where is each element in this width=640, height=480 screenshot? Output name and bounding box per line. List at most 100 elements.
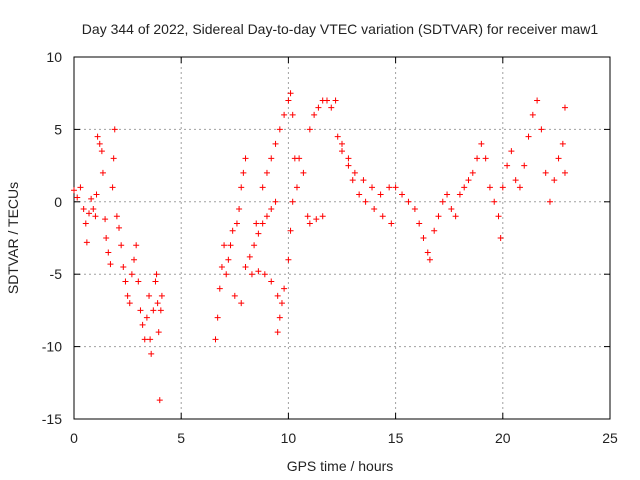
data-point [439,198,446,205]
data-point [251,242,258,249]
y-tick-label: 10 [46,49,62,65]
data-point [238,184,245,191]
data-point [126,300,133,307]
data-point [71,187,77,194]
data-point [248,271,255,278]
data-point [83,239,90,246]
data-point [218,263,225,270]
data-point [311,111,318,118]
data-point [92,213,99,220]
data-point [512,177,519,184]
data-point [278,300,285,307]
x-tick-label: 15 [388,430,404,446]
data-point [508,148,515,155]
data-point [139,321,146,328]
data-point [478,140,485,147]
data-point [559,140,566,147]
data-point [465,177,472,184]
x-tick-label: 5 [177,430,185,446]
data-point [231,292,238,299]
data-point [236,206,243,213]
data-point [495,213,502,220]
data-point [420,235,427,241]
data-point [86,210,93,217]
data-point [242,155,249,162]
data-point [113,213,120,220]
data-point [542,169,549,176]
data-point [146,292,153,299]
data-point [486,184,493,191]
data-point [296,155,303,162]
data-point [158,292,165,299]
data-point [529,111,536,118]
data-point [285,256,292,263]
data-point [272,140,279,147]
data-point [225,256,232,263]
data-point [315,104,322,111]
data-point [411,206,418,213]
data-point [157,307,164,314]
data-point [246,253,253,260]
data-point [74,194,81,201]
data-points [71,90,568,404]
data-point [424,249,431,256]
data-point [98,148,105,155]
data-point [356,191,363,198]
data-point [444,191,451,198]
data-point [137,307,144,314]
data-point [109,184,116,191]
data-point [141,336,148,343]
data-point [561,169,568,176]
data-point [229,227,236,234]
data-point [456,191,463,198]
data-point [223,271,230,278]
y-tick-label: -10 [42,339,62,355]
data-point [534,97,541,104]
data-point [345,162,352,169]
data-point [155,329,162,336]
data-point [499,184,506,191]
data-point [131,256,138,263]
data-point [120,263,127,270]
data-point [497,235,504,241]
x-tick-label: 20 [495,430,511,446]
data-point [371,206,378,213]
data-point [152,278,159,285]
data-point [360,177,367,184]
data-point [386,184,393,191]
y-axis-title: SDTVAR / TECUs [5,182,21,294]
data-point [345,155,352,162]
data-point [255,268,262,275]
data-point [261,271,268,278]
data-point [102,216,109,223]
data-point [293,184,300,191]
data-point [94,133,101,140]
data-point [272,198,279,205]
y-tick-label: -15 [42,411,62,427]
data-point [304,213,311,220]
data-point [369,184,376,191]
data-point [263,169,270,176]
data-point [313,216,320,223]
data-point [118,242,125,249]
data-point [328,104,335,111]
data-point [99,169,106,176]
y-tick-label: 5 [54,121,62,137]
data-point [135,278,142,285]
data-point [274,292,281,299]
data-point [285,97,292,104]
plot-frame [73,56,611,420]
grid-lines [74,57,610,419]
data-point [405,198,412,205]
data-point [133,242,140,249]
data-point [212,336,219,343]
data-point [452,213,459,220]
y-tick-label: 0 [54,194,62,210]
data-point [107,261,114,268]
data-point [351,169,358,176]
data-point [491,198,498,205]
data-point [281,285,288,292]
data-point [259,220,266,227]
data-point [339,140,345,147]
data-point [339,148,345,155]
